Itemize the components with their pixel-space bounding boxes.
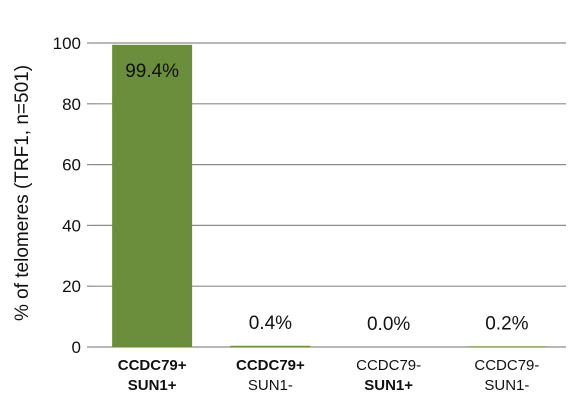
x-axis-categories: CCDC79+ SUN1+ CCDC79+ SUN1- CCDC79- SUN1+ CCDC… (118, 357, 540, 394)
data-label: 0.2% (485, 313, 528, 334)
data-label: 0.0% (367, 314, 410, 335)
bars (112, 44, 547, 347)
category-label-line2: SUN1- (248, 377, 293, 394)
category-label-line1: CCDC79+ (118, 357, 187, 374)
y-tick-label: 80 (62, 95, 81, 114)
y-tick-label: 20 (62, 277, 81, 296)
bar-4 (466, 346, 547, 347)
bar-2 (230, 345, 311, 347)
y-tick-label: 40 (62, 216, 81, 235)
bar-1 (112, 44, 193, 347)
data-label: 99.4% (125, 61, 179, 82)
category-label-line1: CCDC79- (356, 357, 421, 374)
y-axis-label: % of telomeres (TRF1, n=501) (12, 65, 33, 321)
y-tick-label: 60 (62, 156, 81, 175)
category-label-line1: CCDC79+ (236, 357, 305, 374)
data-label: 0.4% (249, 313, 292, 334)
category-label-line2: SUN1+ (364, 377, 413, 394)
y-tick-label: 0 (72, 338, 81, 357)
y-axis-ticks: 0 20 40 60 80 100 (53, 34, 81, 357)
category-label-line1: CCDC79- (474, 357, 539, 374)
category-label-line2: SUN1+ (128, 377, 177, 394)
category-label-line2: SUN1- (484, 377, 529, 394)
y-tick-label: 100 (53, 34, 81, 53)
data-labels: 99.4% 0.4% 0.0% 0.2% (125, 61, 528, 335)
